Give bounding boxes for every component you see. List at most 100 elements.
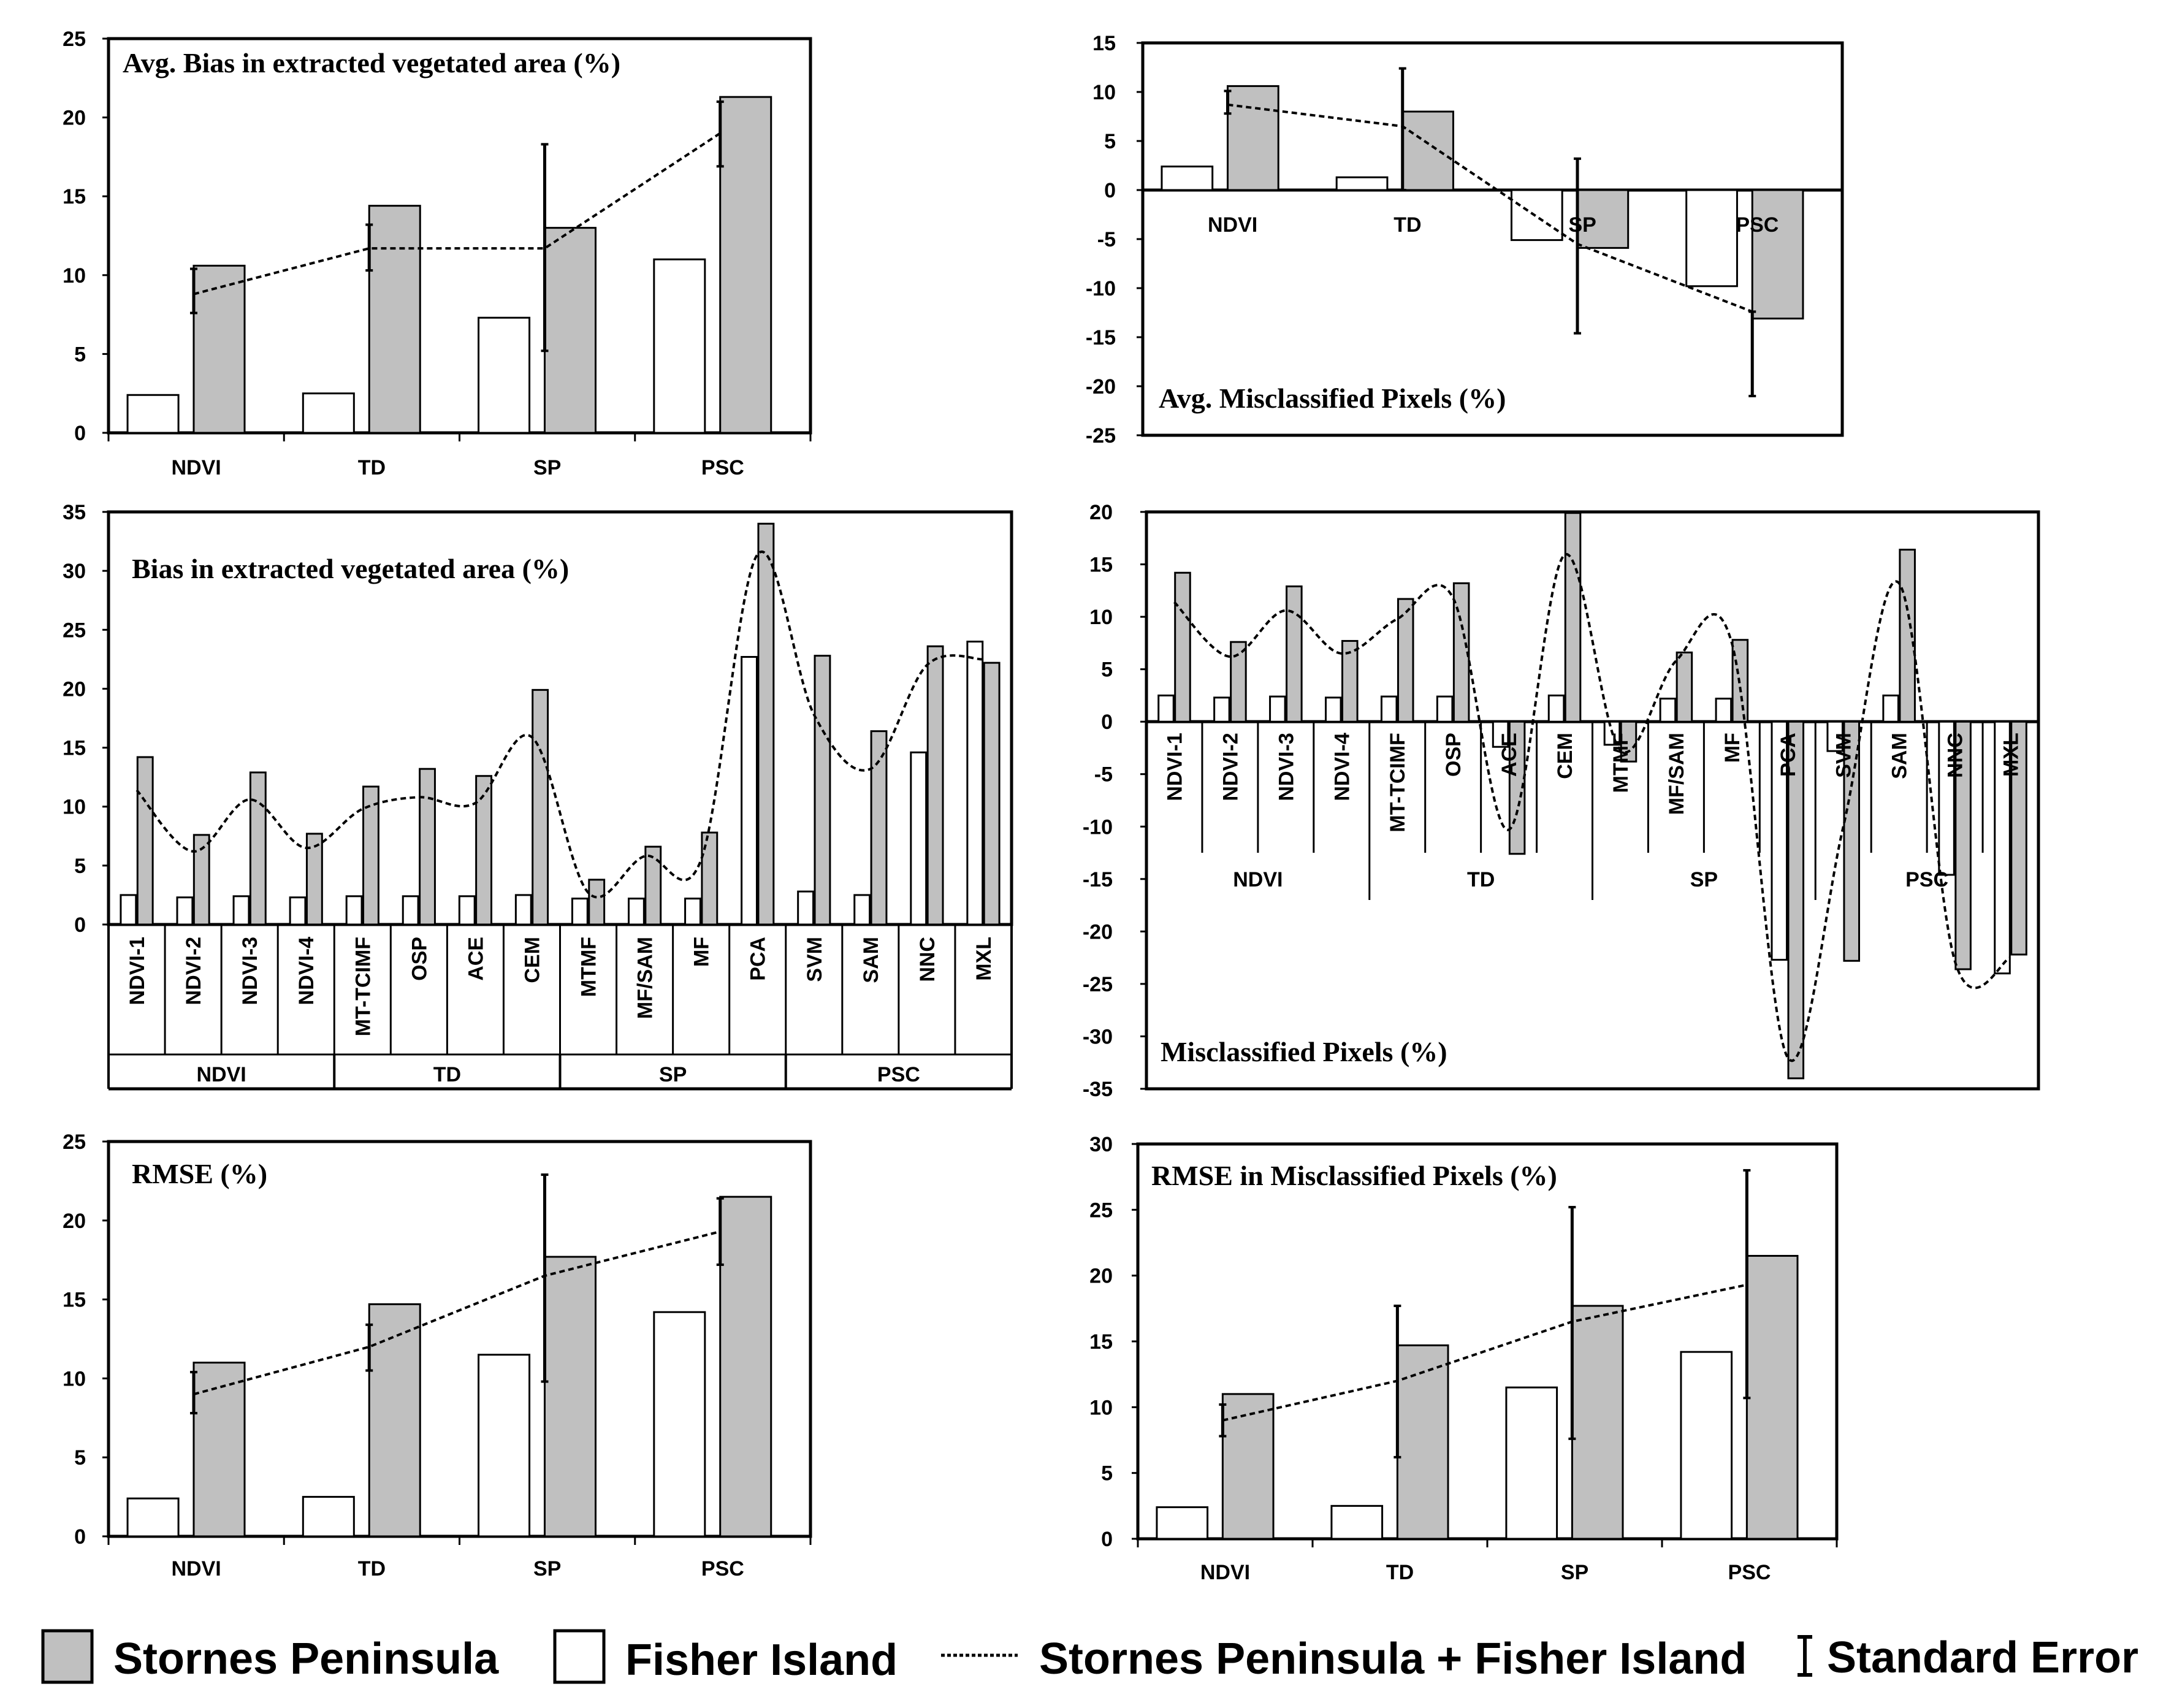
- bar-stornes: [543, 1256, 597, 1538]
- y-tick-label: 0: [74, 913, 86, 937]
- line-combined: [135, 551, 984, 899]
- x-tick-label: NNC: [1944, 733, 1967, 778]
- bar-fisher: [1436, 695, 1454, 723]
- bar-stornes: [368, 205, 421, 434]
- x-tick-label: NDVI-2: [182, 937, 205, 1005]
- chart-bias-by-method: Bias in extracted vegetated area (%) 0 5 1…: [63, 501, 1013, 1091]
- x-tick-label: NDVI: [172, 456, 221, 479]
- bar-fisher: [126, 394, 180, 434]
- bar-stornes: [1954, 720, 1972, 970]
- bar-fisher: [1161, 166, 1214, 191]
- bar-stornes: [136, 756, 154, 926]
- x-tick-label: NDVI-3: [238, 937, 262, 1005]
- bar-stornes: [1745, 1254, 1799, 1540]
- x-tick-label: OSP: [1442, 733, 1465, 777]
- bar-stornes: [1286, 585, 1303, 723]
- x-tick-label: PCA: [1777, 733, 1800, 777]
- bar-fisher: [232, 895, 250, 926]
- bar-stornes: [2010, 720, 2027, 956]
- chart-title: Bias in extracted vegetated area (%): [132, 553, 569, 584]
- bar-fisher: [1325, 696, 1342, 723]
- x-tick-label: CEM: [1554, 733, 1577, 779]
- bar-stornes: [475, 775, 493, 926]
- bar-stornes: [588, 879, 606, 926]
- x-tick-label: NDVI: [172, 1557, 221, 1580]
- x-tick-label: SP: [533, 1557, 561, 1580]
- plot-frame: [1145, 510, 2040, 1091]
- line-combined: [1173, 553, 2011, 1062]
- bar-fisher: [653, 258, 706, 434]
- bar-fisher: [126, 1497, 180, 1538]
- group-label: NDVI: [1233, 868, 1283, 891]
- bar-fisher: [1213, 696, 1230, 723]
- x-tick-label: MF: [1721, 733, 1744, 763]
- bar-fisher: [1882, 694, 1899, 723]
- bar-fisher: [1156, 1506, 1209, 1540]
- bar-stornes: [419, 768, 436, 926]
- y-tick-label: 25: [1089, 1199, 1113, 1222]
- bar-fisher: [478, 1354, 531, 1538]
- x-tick-label: MF: [690, 937, 714, 967]
- bar-fisher: [1685, 189, 1738, 288]
- x-tick-label: MF/SAM: [634, 937, 657, 1019]
- group-label: PSC: [1905, 868, 1948, 891]
- bar-fisher: [684, 898, 701, 926]
- legend-swatch-stornes: [41, 1629, 94, 1684]
- y-tick-label: 20: [1089, 501, 1113, 524]
- bar-fisher: [966, 641, 984, 926]
- x-tick-label: MTMF: [578, 937, 601, 997]
- group-label: TD: [433, 1063, 461, 1086]
- bar-stornes: [193, 1362, 246, 1538]
- x-tick-label: TD: [358, 456, 386, 479]
- bar-fisher: [1994, 720, 2011, 975]
- y-tick-label: 5: [74, 855, 86, 878]
- bar-stornes: [1676, 651, 1693, 723]
- bar-fisher: [1330, 1504, 1384, 1540]
- y-tick-label: 20: [63, 1210, 86, 1233]
- x-tick-label: CEM: [520, 937, 544, 983]
- y-tick-label: 5: [74, 1446, 86, 1470]
- group-label: SP: [1690, 868, 1718, 891]
- x-tick-label: OSP: [408, 937, 431, 981]
- y-tick-label: 25: [63, 1130, 86, 1154]
- legend-swatch-fisher: [553, 1629, 606, 1684]
- chart-avg-misclassified: Avg. Misclassified Pixels (%) -25 -20 -15 -…: [1086, 32, 1844, 448]
- x-tick-label: PSC: [1736, 213, 1779, 237]
- y-tick-label: 0: [74, 1525, 86, 1549]
- x-tick-label: ACE: [464, 937, 487, 981]
- bar-fisher: [289, 896, 307, 926]
- bar-fisher: [627, 898, 645, 926]
- group-label: TD: [1467, 868, 1495, 891]
- y-tick-label: -15: [1086, 326, 1116, 349]
- y-tick-label: 5: [1101, 1462, 1113, 1485]
- bar-fisher: [1547, 694, 1565, 723]
- x-tick-label: NDVI-1: [126, 937, 149, 1005]
- y-tick-label: 10: [1092, 81, 1116, 104]
- bar-fisher: [1771, 720, 1788, 961]
- x-tick-label: MT-TCIMF: [351, 937, 375, 1036]
- bar-fisher: [853, 894, 871, 926]
- bar-fisher: [1715, 698, 1733, 723]
- bar-fisher: [1505, 1386, 1558, 1540]
- x-tick-label: TD: [358, 1557, 386, 1580]
- x-tick-label: SP: [1561, 1561, 1588, 1584]
- y-tick-label: 5: [74, 343, 86, 366]
- x-tick-label: TD: [1386, 1561, 1414, 1584]
- chart-rmse-misclassified: RMSE in Misclassified Pixels (%) 0 5 10 15 2…: [1089, 1133, 1839, 1584]
- y-tick-label: -35: [1083, 1078, 1113, 1101]
- bar-fisher: [797, 890, 815, 926]
- legend-label-stornes: Stornes Peninsula: [113, 1634, 499, 1683]
- line-combined: [1227, 103, 1753, 313]
- bar-stornes: [1174, 571, 1191, 723]
- bar-fisher: [176, 896, 194, 926]
- legend: Stornes Peninsula Fisher Island Stornes …: [41, 1629, 2138, 1685]
- line-combined: [1222, 1283, 1747, 1422]
- x-tick-label: SVM: [803, 937, 826, 982]
- y-tick-label: 15: [63, 1289, 86, 1312]
- line-combined: [193, 1230, 721, 1396]
- x-tick-label: NDVI: [1208, 213, 1257, 237]
- y-tick-label: 0: [74, 422, 86, 445]
- bar-fisher: [1826, 720, 1843, 752]
- legend-label-combined: Stornes Peninsula + Fisher Island: [1039, 1634, 1747, 1683]
- y-tick-label: -5: [1094, 763, 1113, 787]
